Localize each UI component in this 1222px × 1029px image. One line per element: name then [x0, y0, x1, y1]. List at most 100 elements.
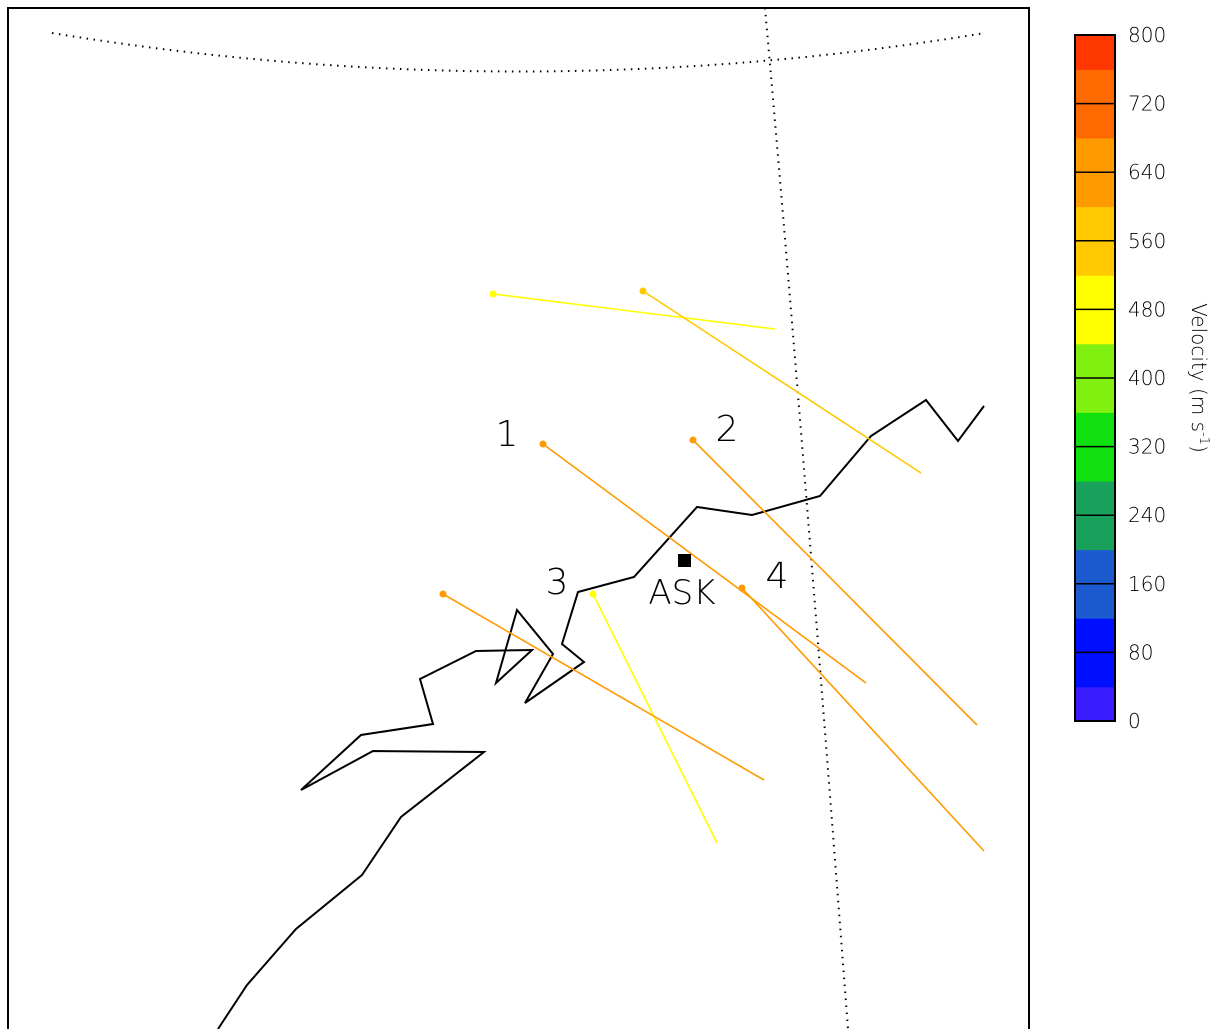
colorbar-band — [1075, 543, 1115, 551]
colorbar-band — [1075, 572, 1115, 579]
colorbar-band — [1075, 395, 1115, 402]
colorbar-band — [1075, 46, 1115, 53]
colorbar-band — [1075, 40, 1115, 48]
colorbar-band — [1075, 320, 1115, 328]
colorbar-band — [1075, 555, 1115, 562]
colorbar-tick-label: 480 — [1128, 297, 1166, 321]
colorbar-band — [1075, 526, 1115, 533]
colorbar-band — [1075, 520, 1115, 528]
colorbar-band — [1075, 35, 1115, 42]
colorbar-band — [1075, 246, 1115, 253]
station-label: ASK — [648, 573, 715, 613]
colorbar-band — [1075, 303, 1115, 310]
colorbar-band — [1075, 97, 1115, 105]
colorbar-band — [1075, 195, 1115, 202]
colorbar-band — [1075, 709, 1115, 716]
colorbar-band — [1075, 269, 1115, 276]
colorbar-band — [1075, 635, 1115, 642]
colorbar-band — [1075, 137, 1115, 145]
colorbar-band — [1075, 498, 1115, 505]
colorbar-band — [1075, 275, 1115, 282]
colorbar-band — [1075, 692, 1115, 699]
colorbar-band — [1075, 212, 1115, 219]
colorbar-band — [1075, 115, 1115, 122]
colorbar-band — [1075, 549, 1115, 556]
colorbar-band — [1075, 52, 1115, 59]
colorbar-tick-label: 160 — [1128, 572, 1166, 596]
colorbar-band — [1075, 57, 1115, 65]
colorbar-band — [1075, 92, 1115, 99]
colorbar-band — [1075, 252, 1115, 259]
colorbar-band — [1075, 680, 1115, 688]
colorbar-band — [1075, 686, 1115, 694]
colorbar-band — [1075, 366, 1115, 373]
velocity-vector-origin — [738, 584, 746, 592]
colorbar-band — [1075, 492, 1115, 499]
colorbar-band — [1075, 63, 1115, 70]
colorbar-band — [1075, 223, 1115, 230]
colorbar-band — [1075, 509, 1115, 516]
colorbar-band — [1075, 480, 1115, 488]
colorbar-band — [1075, 103, 1115, 110]
colorbar-band — [1075, 463, 1115, 471]
colorbar-band — [1075, 452, 1115, 459]
colorbar-band — [1075, 257, 1115, 265]
vector-label-4: 4 — [766, 556, 789, 597]
velocity-vector-line — [642, 290, 922, 474]
colorbar-band — [1075, 240, 1115, 248]
velocity-vector-line — [442, 593, 765, 781]
colorbar-band — [1075, 75, 1115, 82]
colorbar-band — [1075, 378, 1115, 385]
velocity-vector-line — [542, 443, 867, 684]
meridian-line — [764, 7, 849, 1029]
colorbar-band — [1075, 389, 1115, 396]
colorbar-tick-label: 400 — [1128, 366, 1166, 390]
colorbar-band — [1075, 149, 1115, 156]
colorbar-band — [1075, 217, 1115, 225]
colorbar-band — [1075, 560, 1115, 568]
colorbar-band — [1075, 703, 1115, 711]
colorbar-band — [1075, 280, 1115, 288]
colorbar-tick-label: 320 — [1128, 435, 1166, 459]
colorbar-band — [1075, 80, 1115, 88]
colorbar-band — [1075, 595, 1115, 602]
colorbar-band — [1075, 166, 1115, 173]
velocity-vector-line — [492, 293, 776, 330]
colorbar-band — [1075, 600, 1115, 608]
colorbar-title: Velocity (m s-1) — [1187, 303, 1211, 453]
velocity-vector-origin — [689, 436, 697, 444]
colorbar-band — [1075, 486, 1115, 493]
velocity-vector-origin — [589, 590, 597, 598]
colorbar-band — [1075, 640, 1115, 648]
colorbar-band — [1075, 183, 1115, 190]
colorbar-band — [1075, 646, 1115, 653]
colorbar-band — [1075, 200, 1115, 208]
vector-label-3: 3 — [546, 562, 569, 603]
colorbar-tick-label: 560 — [1128, 229, 1166, 253]
colorbar-band — [1075, 532, 1115, 539]
colorbar-band — [1075, 629, 1115, 636]
map-frame — [7, 7, 1030, 1029]
colorbar-band — [1075, 440, 1115, 448]
colorbar-band — [1075, 343, 1115, 351]
colorbar-band — [1075, 418, 1115, 425]
colorbar-band — [1075, 400, 1115, 408]
station-marker — [678, 554, 691, 567]
velocity-vector-line — [592, 593, 718, 844]
colorbar-band — [1075, 229, 1115, 236]
colorbar-band — [1075, 120, 1115, 128]
colorbar-band — [1075, 235, 1115, 242]
colorbar-tick-label: 80 — [1128, 640, 1153, 664]
colorbar-band — [1075, 309, 1115, 316]
coastline — [217, 398, 985, 1029]
colorbar-band — [1075, 206, 1115, 213]
colorbar-band — [1075, 263, 1115, 270]
colorbar-band — [1075, 538, 1115, 545]
colorbar-band — [1075, 109, 1115, 116]
colorbar-band — [1075, 412, 1115, 419]
vector-label-1: 1 — [496, 414, 519, 455]
colorbar-band — [1075, 360, 1115, 368]
colorbar-band — [1075, 292, 1115, 299]
colorbar-band — [1075, 423, 1115, 431]
colorbar-band — [1075, 429, 1115, 436]
